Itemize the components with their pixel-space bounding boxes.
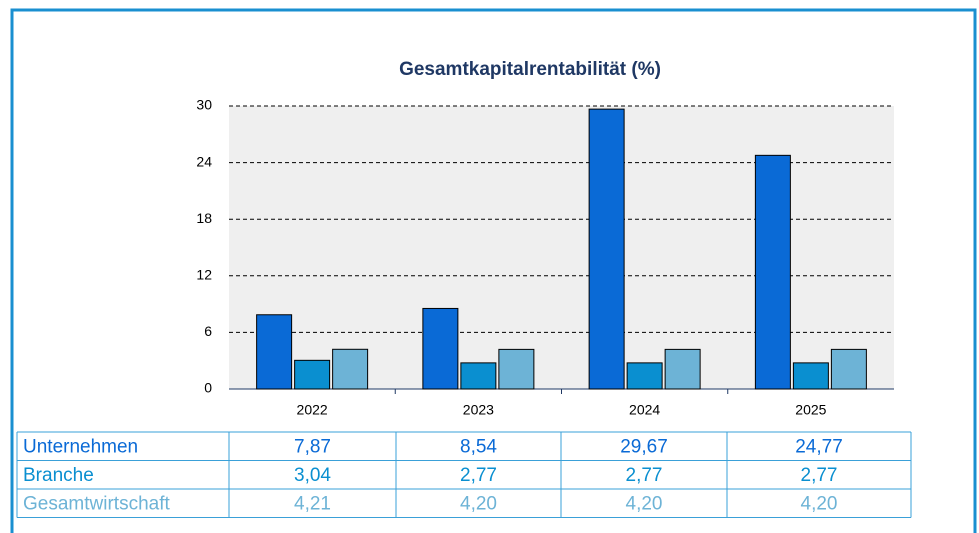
table-cell: 4,20 bbox=[626, 493, 663, 514]
table-row-label: Gesamtwirtschaft bbox=[23, 493, 170, 514]
table-cell: 8,54 bbox=[460, 436, 497, 457]
bar bbox=[626, 362, 663, 390]
y-tick-label: 6 bbox=[204, 323, 212, 339]
x-tick-label: 2023 bbox=[463, 402, 494, 418]
x-tick-label: 2025 bbox=[795, 402, 826, 418]
bar bbox=[664, 348, 701, 390]
table-cell: 3,04 bbox=[294, 465, 331, 486]
bar bbox=[460, 362, 497, 390]
bar bbox=[422, 307, 459, 390]
table-row-label: Unternehmen bbox=[23, 436, 138, 457]
frame bbox=[10, 8, 977, 533]
x-tick-label: 2024 bbox=[629, 402, 660, 418]
bar bbox=[332, 348, 369, 390]
table-cell: 2,77 bbox=[801, 465, 838, 486]
table-cell: 4,20 bbox=[801, 493, 838, 514]
bar bbox=[830, 348, 867, 390]
table-cell: 2,77 bbox=[460, 465, 497, 486]
plot-area bbox=[229, 106, 894, 389]
table-cell: 7,87 bbox=[294, 436, 331, 457]
y-tick-label: 0 bbox=[204, 380, 212, 396]
table-cell: 2,77 bbox=[626, 465, 663, 486]
table-cell: 24,77 bbox=[795, 436, 843, 457]
y-tick-label: 12 bbox=[196, 267, 212, 283]
chart-title: Gesamtkapitalrentabilität (%) bbox=[399, 59, 661, 80]
bar bbox=[588, 108, 625, 390]
bar bbox=[256, 314, 293, 390]
table-cell: 4,21 bbox=[294, 493, 331, 514]
table-cell: 4,20 bbox=[460, 493, 497, 514]
x-tick-label: 2022 bbox=[297, 402, 328, 418]
y-tick-label: 30 bbox=[196, 97, 212, 113]
bar bbox=[294, 359, 331, 390]
bar bbox=[754, 154, 791, 390]
table-cell: 29,67 bbox=[620, 436, 668, 457]
bar bbox=[792, 362, 829, 390]
y-tick-label: 18 bbox=[196, 210, 212, 226]
bar bbox=[498, 348, 535, 390]
y-tick-label: 24 bbox=[196, 153, 212, 169]
table-row-label: Branche bbox=[23, 465, 94, 486]
